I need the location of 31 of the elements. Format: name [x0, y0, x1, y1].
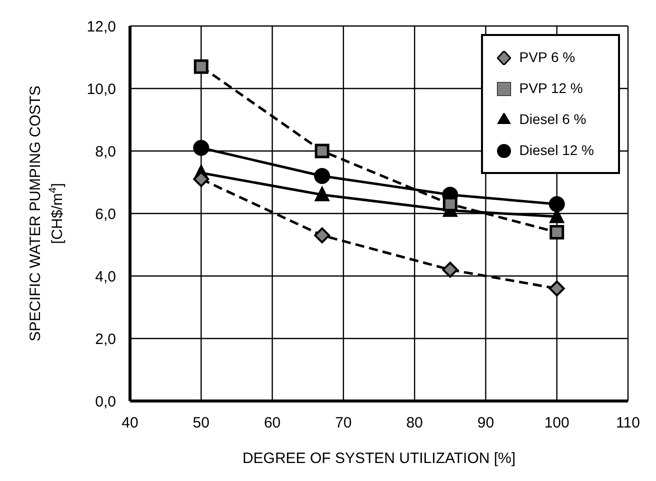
point: [314, 186, 330, 202]
point: [548, 280, 565, 296]
legend-label: PVP 12 %: [519, 80, 583, 96]
x-tick-label: 80: [406, 414, 423, 432]
legend-label: PVP 6 %: [519, 49, 576, 65]
point: [194, 59, 208, 74]
point: [548, 196, 565, 212]
y-tick-label: 0,0: [95, 393, 116, 410]
x-tick-label: 110: [616, 414, 640, 432]
y-tick-label: 8,0: [95, 143, 116, 160]
y-tick-label: 6,0: [95, 206, 116, 223]
legend-label: Diesel 6 %: [519, 111, 586, 127]
x-tick-label: 90: [477, 414, 494, 432]
point: [193, 140, 210, 156]
x-axis-title: DEGREE OF SYSTEN UTILIZATION [%]: [242, 450, 516, 467]
x-tick-label: 40: [122, 414, 138, 432]
point: [550, 225, 564, 240]
x-tick-label: 60: [264, 414, 281, 432]
y-tick-label: 4,0: [95, 268, 116, 286]
point: [314, 227, 330, 244]
x-tick-label: 100: [544, 414, 570, 432]
x-tick-label: 50: [192, 414, 210, 432]
legend-label: Diesel 12 %: [519, 142, 594, 158]
y-tick-label: 2,0: [95, 330, 116, 348]
point: [314, 168, 330, 184]
y-tick-label: 10,0: [86, 80, 116, 98]
point: [442, 196, 458, 212]
point: [442, 262, 458, 278]
point: [314, 144, 330, 158]
x-tick-label: 70: [335, 414, 352, 432]
y-tick-label: 12,0: [86, 18, 116, 36]
